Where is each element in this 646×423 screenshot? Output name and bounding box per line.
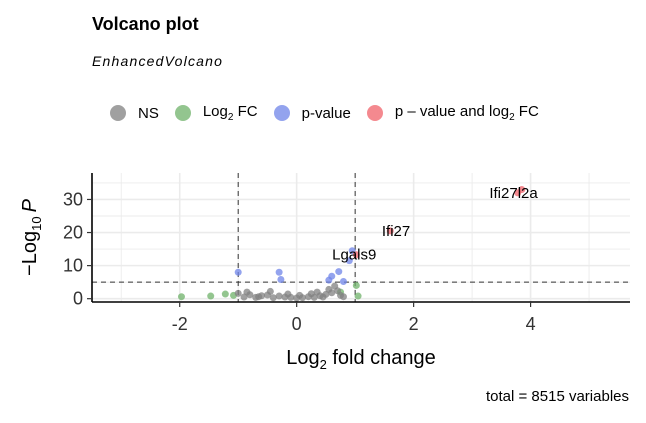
data-point-ns: [243, 288, 251, 296]
data-point-fc: [177, 293, 185, 301]
y-tick-label: 10: [63, 256, 83, 276]
chart-subtitle: EnhancedVolcano: [92, 53, 224, 69]
data-point-p: [335, 268, 343, 276]
data-point-ns: [234, 289, 242, 297]
legend-key-log2fc: [174, 105, 191, 121]
data-point-ns: [296, 291, 304, 299]
legend-label-ns: NS: [138, 104, 159, 122]
legend-item-both: p – value and log2 FC: [366, 103, 539, 123]
legend: NS Log2 FC p-value p – value and log2 FC: [110, 103, 555, 123]
data-point-fc: [221, 290, 229, 298]
legend-label-pvalue: p-value: [301, 104, 351, 122]
legend-item-pvalue: p-value: [273, 104, 351, 122]
data-point-ns: [319, 293, 327, 301]
data-point-ns: [328, 289, 336, 297]
data-point-p: [328, 272, 336, 280]
data-point-p: [234, 268, 242, 276]
data-point-p: [339, 277, 347, 285]
data-point-ns: [284, 290, 292, 298]
data-point-ns: [266, 287, 274, 295]
chart-title: Volcano plot: [92, 14, 199, 34]
y-tick-label: 30: [63, 189, 83, 209]
y-tick-label: 0: [73, 289, 83, 309]
data-point-fc: [352, 281, 360, 289]
chart-caption: total = 8515 variables: [485, 388, 629, 405]
legend-label-both: p – value and log2 FC: [394, 103, 539, 123]
y-tick-label: 20: [63, 223, 83, 243]
data-point-ns: [313, 288, 321, 296]
data-point-p: [345, 257, 353, 265]
x-tick-label: 4: [526, 314, 536, 334]
legend-item-ns: NS: [110, 105, 159, 122]
point-label: Lgals9: [332, 247, 376, 264]
legend-key-ns: [110, 105, 126, 121]
data-point-fc: [207, 292, 215, 300]
data-point-p: [275, 268, 283, 276]
data-point-ns: [275, 292, 283, 300]
x-tick-label: 0: [292, 314, 302, 334]
y-axis-title: −Log10P: [19, 198, 44, 276]
data-point-ns: [269, 294, 277, 302]
data-point-ns: [339, 293, 347, 301]
data-point-ns: [307, 290, 315, 298]
x-tick-label: -2: [172, 314, 188, 334]
data-point-both: [518, 186, 526, 194]
data-point-p: [277, 276, 285, 284]
legend-key-both: [366, 105, 383, 121]
legend-item-log2fc: Log2 FC: [174, 103, 258, 123]
x-tick-label: 2: [409, 314, 419, 334]
data-point-both: [352, 251, 360, 259]
data-point-ns: [255, 293, 263, 301]
legend-key-pvalue: [273, 105, 290, 121]
data-point-both: [386, 227, 394, 235]
x-axis-title: Log2 fold change: [286, 347, 436, 372]
point-label: Ifi27l2a: [489, 185, 538, 202]
point-label: Ifi27: [382, 223, 410, 240]
data-point-fc: [354, 292, 362, 300]
legend-label-log2fc: Log2 FC: [202, 103, 258, 123]
